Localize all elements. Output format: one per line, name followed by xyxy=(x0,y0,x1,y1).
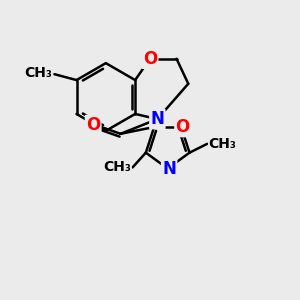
Text: CH₃: CH₃ xyxy=(208,137,236,151)
Text: O: O xyxy=(86,116,100,134)
Text: N: N xyxy=(150,110,164,128)
Text: CH₃: CH₃ xyxy=(103,160,131,174)
Text: N: N xyxy=(162,160,176,178)
Text: CH₃: CH₃ xyxy=(24,66,52,80)
Text: O: O xyxy=(143,50,157,68)
Text: O: O xyxy=(176,118,190,136)
